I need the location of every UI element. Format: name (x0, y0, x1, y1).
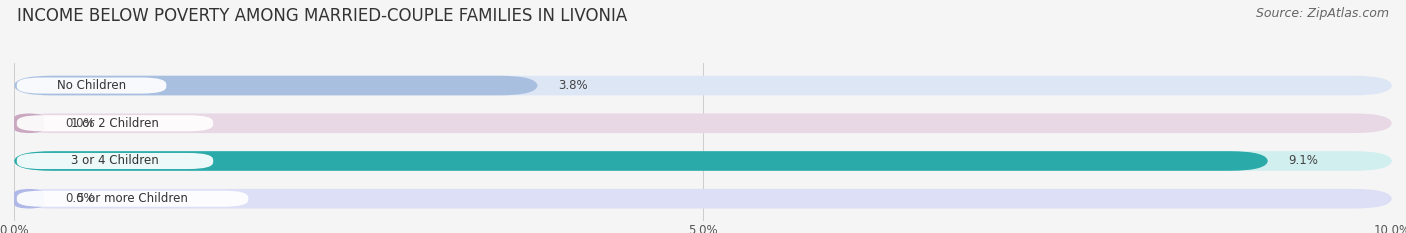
Text: 0.0%: 0.0% (65, 117, 94, 130)
FancyBboxPatch shape (17, 78, 166, 94)
FancyBboxPatch shape (14, 76, 1392, 95)
Text: 9.1%: 9.1% (1289, 154, 1319, 168)
FancyBboxPatch shape (14, 189, 45, 209)
FancyBboxPatch shape (17, 115, 214, 131)
Text: Source: ZipAtlas.com: Source: ZipAtlas.com (1256, 7, 1389, 20)
Text: 3 or 4 Children: 3 or 4 Children (72, 154, 159, 168)
Text: 5 or more Children: 5 or more Children (77, 192, 188, 205)
FancyBboxPatch shape (14, 189, 1392, 209)
Text: No Children: No Children (58, 79, 127, 92)
FancyBboxPatch shape (17, 153, 214, 169)
Text: INCOME BELOW POVERTY AMONG MARRIED-COUPLE FAMILIES IN LIVONIA: INCOME BELOW POVERTY AMONG MARRIED-COUPL… (17, 7, 627, 25)
Text: 1 or 2 Children: 1 or 2 Children (72, 117, 159, 130)
FancyBboxPatch shape (14, 151, 1392, 171)
FancyBboxPatch shape (14, 113, 1392, 133)
FancyBboxPatch shape (17, 191, 249, 207)
FancyBboxPatch shape (14, 151, 1268, 171)
Text: 3.8%: 3.8% (558, 79, 588, 92)
FancyBboxPatch shape (14, 76, 537, 95)
FancyBboxPatch shape (14, 113, 45, 133)
Text: 0.0%: 0.0% (65, 192, 94, 205)
